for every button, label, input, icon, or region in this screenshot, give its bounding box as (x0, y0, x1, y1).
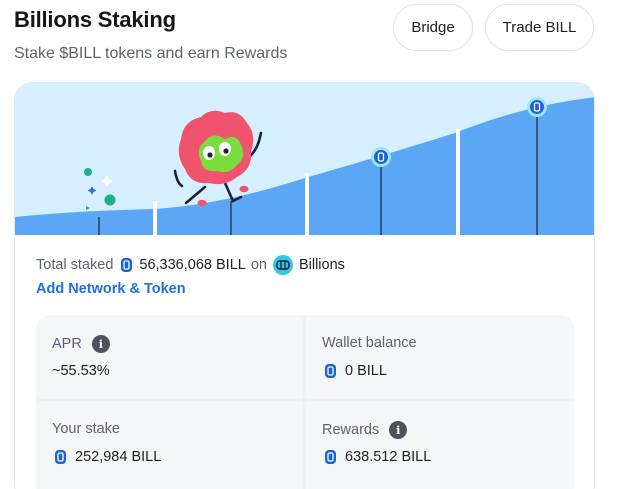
hero-illustration (15, 83, 594, 235)
info-icon[interactable]: i (389, 421, 408, 439)
info-icon[interactable]: i (91, 335, 110, 353)
bill-coin-icon (55, 450, 66, 464)
wallet-balance-value: 0 BILL (345, 363, 387, 379)
bill-coin-icon (121, 258, 133, 272)
your-stake-panel: Your stake 252,984 BILL (36, 401, 303, 489)
rewards-panel: Rewards i 638.512 BILL (306, 401, 574, 489)
total-staked-row: Total staked 56,336,068 BILL on Billions (36, 255, 345, 275)
total-staked-value: 56,336,068 BILL (139, 257, 246, 273)
wallet-balance-panel: Wallet balance 0 BILL (306, 315, 574, 399)
apr-panel: APR i ~55.53% (36, 315, 303, 399)
page-title: Billions Staking (14, 7, 176, 32)
page-subtitle: Stake $BILL tokens and earn Rewards (14, 45, 288, 62)
your-stake-label: Your stake (52, 421, 120, 437)
billions-network-icon (272, 255, 293, 275)
trade-bill-button[interactable]: Trade BILL (485, 4, 594, 51)
on-label: on (250, 257, 267, 273)
add-network-link[interactable]: Add Network & Token (36, 281, 186, 297)
rewards-value: 638.512 BILL (345, 449, 432, 465)
bill-coin-icon (325, 450, 336, 464)
bill-coin-icon (527, 97, 547, 117)
bill-coin-icon (371, 147, 391, 167)
apr-value: ~55.53% (52, 363, 110, 379)
bridge-button[interactable]: Bridge (393, 4, 473, 51)
sparkles-decoration (84, 168, 116, 210)
stats-grid: APR i ~55.53% Wallet balance 0 BILL Your… (36, 315, 574, 489)
total-staked-label: Total staked (36, 257, 114, 273)
rewards-label: Rewards (322, 422, 380, 438)
staking-card: Total staked 56,336,068 BILL on Billions… (14, 82, 595, 489)
wallet-balance-label: Wallet balance (322, 335, 417, 351)
apr-label: APR (52, 336, 82, 352)
bill-coin-icon (325, 364, 336, 378)
network-name: Billions (298, 257, 345, 273)
your-stake-value: 252,984 BILL (75, 449, 162, 465)
mascot-character (173, 110, 263, 207)
